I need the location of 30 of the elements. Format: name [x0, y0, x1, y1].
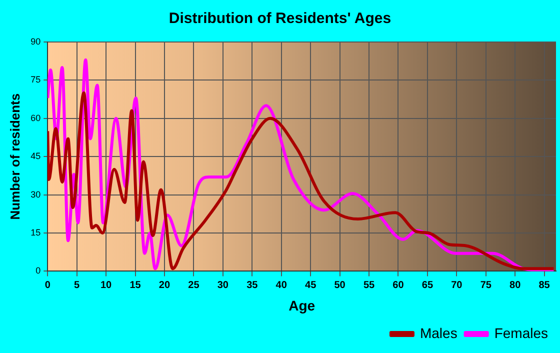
x-tick-label: 70 [451, 280, 463, 291]
x-tick-label: 50 [334, 280, 346, 291]
x-tick-label: 0 [44, 280, 51, 291]
x-tick-label: 25 [188, 280, 200, 291]
x-tick-label: 5 [74, 280, 80, 291]
x-tick-label: 15 [130, 280, 142, 291]
chart-title: Distribution of Residents' Ages [168, 10, 392, 28]
legend-label: Males [420, 324, 458, 341]
x-tick-label: 20 [158, 280, 170, 291]
y-tick-label: 30 [30, 189, 41, 200]
x-axis-title: Age [288, 297, 316, 314]
y-tick-label: 45 [30, 151, 41, 162]
x-tick-label: 55 [363, 280, 376, 291]
x-tick-label: 80 [510, 280, 522, 291]
y-tick-label: 0 [36, 266, 41, 276]
x-tick-label: 35 [246, 280, 258, 291]
y-tick-label: 75 [30, 74, 41, 85]
y-tick-label: 15 [30, 227, 41, 238]
y-axis-title: Number of residents [7, 93, 22, 220]
x-tick-label: 10 [100, 280, 112, 291]
x-tick-label: 40 [276, 280, 288, 291]
x-tick-label: 45 [305, 280, 317, 291]
x-tick-label: 85 [538, 280, 550, 291]
y-tick-label: 90 [30, 36, 41, 46]
y-tick-label: 60 [30, 112, 41, 123]
x-tick-label: 65 [422, 280, 434, 291]
x-tick-label: 75 [480, 280, 492, 291]
x-tick-label: 30 [217, 280, 229, 291]
x-tick-label: 60 [392, 280, 404, 291]
legend-label: Females [494, 324, 548, 341]
